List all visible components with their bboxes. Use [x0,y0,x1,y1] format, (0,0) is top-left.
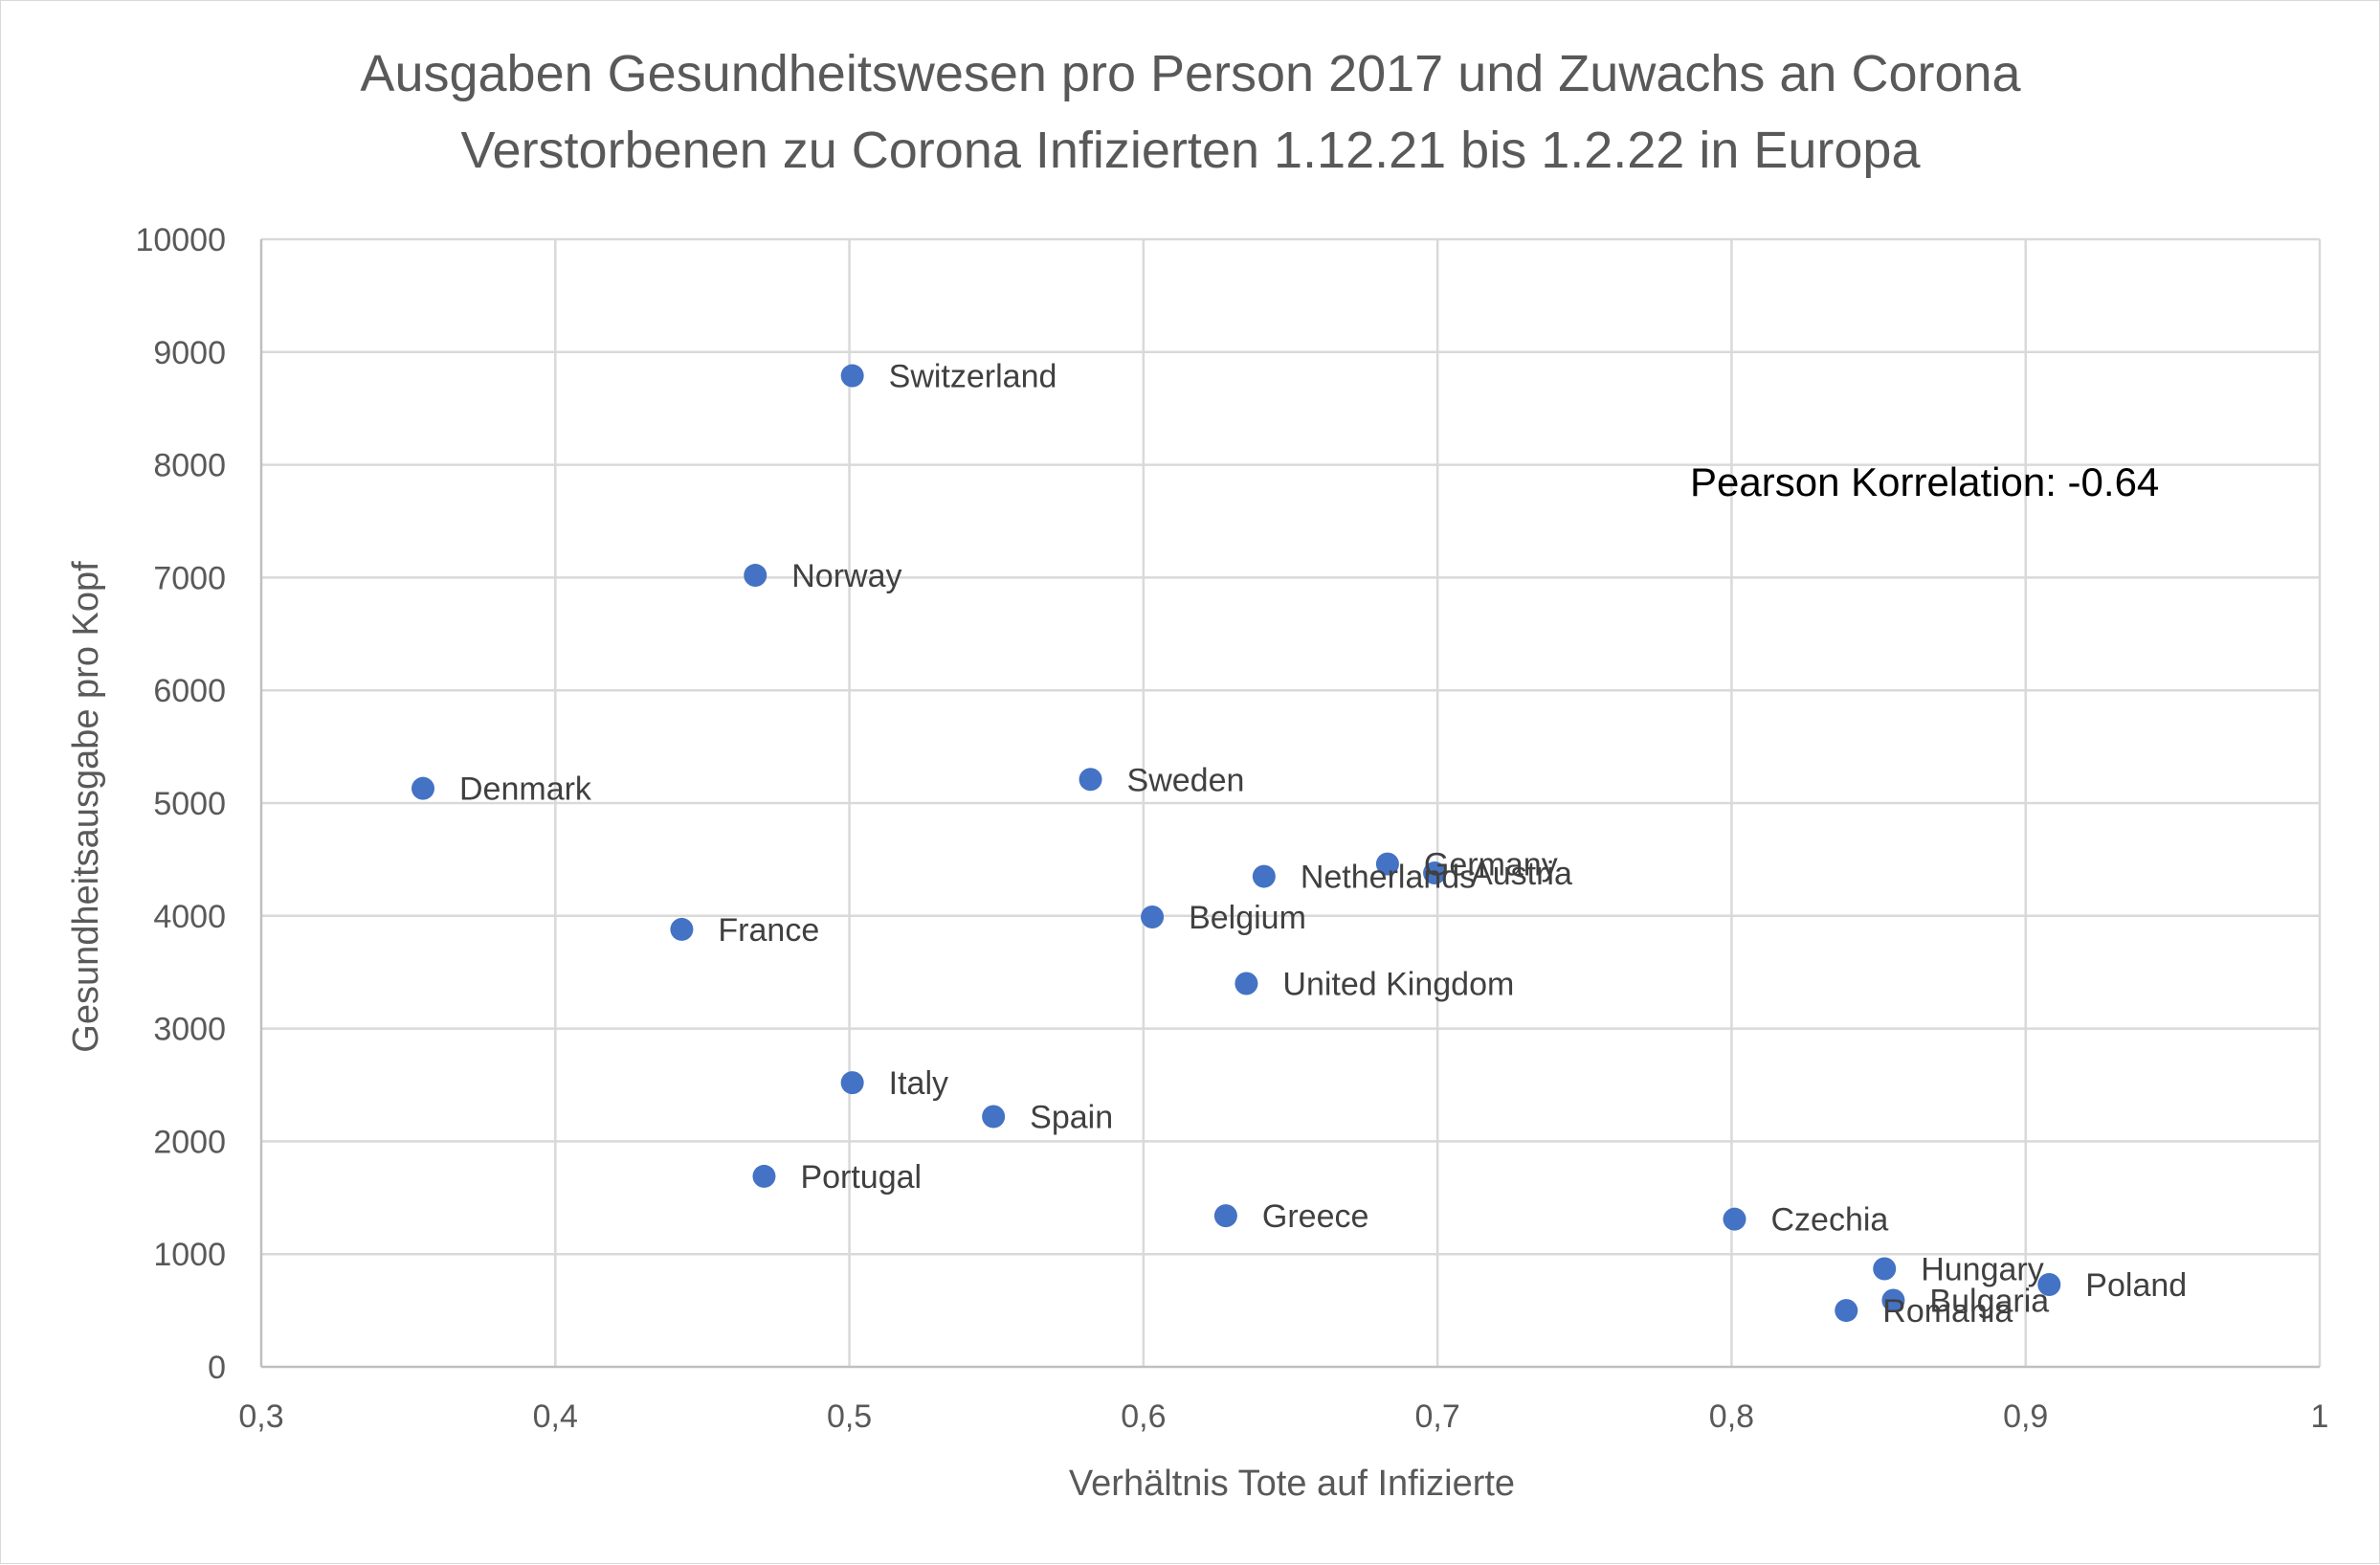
data-label-sweden: Sweden [1127,762,1245,798]
data-point-norway [744,564,767,588]
data-labels: Switzerland Norway Denmark Sweden GermanyAus… [459,359,2187,1330]
data-label-netherlands: Netherlands [1301,860,1476,896]
data-point-switzerland [840,364,864,388]
data-point-italy [840,1071,864,1095]
x-tick-label: 0,6 [1121,1398,1166,1435]
data-point-hungary [1873,1257,1897,1281]
chart-title-line-1: Ausgaben Gesundheitswesen pro Person 201… [360,45,2021,102]
data-label-denmark: Denmark [459,771,592,808]
data-label-czechia: Czechia [1771,1202,1889,1239]
data-points [411,364,2061,1323]
data-label-germany: Germany [1424,847,1558,883]
data-point-sweden [1079,768,1102,792]
y-tick-label: 6000 [153,673,226,709]
data-point-netherlands [1252,864,1276,888]
data-point-portugal [752,1164,776,1188]
data-point-bulgaria [1881,1288,1905,1312]
data-label-austria: Austria [1471,856,1572,892]
x-tick-label: 0,4 [533,1398,578,1435]
data-point-romania [1835,1299,1858,1323]
y-tick-label: 10000 [135,222,226,258]
chart-title-line-2: Verstorbenen zu Corona Infizierten 1.12.… [461,122,1922,179]
y-tick-label: 2000 [153,1124,226,1160]
data-label-spain: Spain [1030,1099,1113,1135]
data-point-germany [1375,852,1399,876]
data-point-france [670,917,694,941]
y-axis-title: Gesundheitsausgabe pro Kopf [66,561,106,1053]
data-label-romania: Romania [1882,1293,2013,1330]
data-label-poland: Poland [2085,1267,2187,1304]
x-tick-label: 0,3 [238,1398,283,1435]
axes [259,239,2320,1369]
data-label-belgium: Belgium [1189,900,1306,936]
data-label-portugal: Portugal [800,1159,922,1196]
y-tick-label: 5000 [153,786,226,822]
tick-labels: 0,3 0,4 0,5 0,6 0,7 0,8 0,9 1 0 1000 2000 3000 4000 5… [135,222,2328,1435]
data-label-bulgaria: Bulgaria [1929,1283,2049,1319]
data-point-spain [982,1105,1006,1129]
data-point-denmark [411,776,435,800]
x-tick-label: 1 [2311,1398,2329,1435]
y-tick-label: 8000 [153,448,226,484]
data-label-united-kingdom: United Kingdom [1282,966,1514,1002]
data-point-greece [1213,1204,1237,1228]
data-label-france: France [718,912,819,949]
data-label-norway: Norway [791,558,901,594]
y-tick-label: 7000 [153,560,226,596]
x-axis-title: Verhältnis Tote auf Infizierte [1069,1464,1515,1504]
data-point-austria [1423,861,1447,885]
gridlines [261,237,2322,1367]
y-tick-label: 0 [208,1350,226,1386]
data-label-greece: Greece [1262,1198,1369,1235]
x-tick-label: 0,5 [827,1398,872,1435]
y-tick-label: 1000 [153,1237,226,1273]
y-tick-label: 3000 [153,1012,226,1048]
x-tick-label: 0,7 [1415,1398,1460,1435]
pearson-annotation: Pearson Korrelation: -0.64 [1690,459,2159,504]
data-label-hungary: Hungary [1921,1252,2044,1288]
data-point-united-kingdom [1234,972,1258,995]
data-label-switzerland: Switzerland [889,359,1057,395]
data-point-belgium [1141,905,1165,928]
y-tick-label: 9000 [153,335,226,371]
data-point-czechia [1723,1207,1746,1231]
x-tick-label: 0,9 [2003,1398,2048,1435]
data-label-italy: Italy [889,1065,948,1102]
y-tick-label: 4000 [153,899,226,935]
x-tick-label: 0,8 [1709,1398,1754,1435]
data-point-poland [2037,1273,2061,1297]
